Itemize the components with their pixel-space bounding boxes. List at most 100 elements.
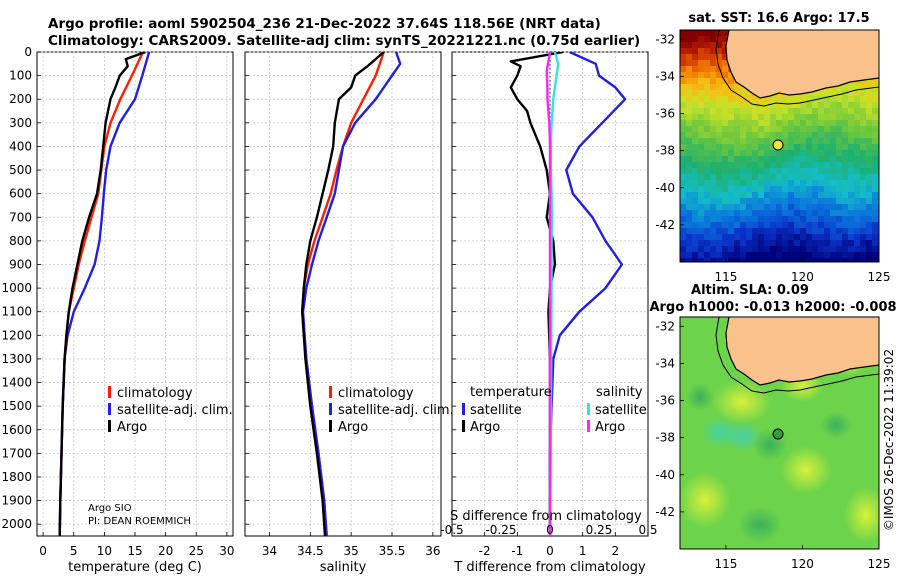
x-tick-label: 15 xyxy=(127,544,142,558)
sst-cell xyxy=(794,126,801,133)
sst-cell xyxy=(758,192,765,199)
sst-cell xyxy=(860,228,867,235)
sst-cell xyxy=(764,96,771,103)
sst-cell xyxy=(776,204,783,211)
sst-cell xyxy=(776,252,783,259)
sst-cell xyxy=(860,90,867,97)
sst-cell xyxy=(680,162,687,169)
sst-cell xyxy=(680,156,687,163)
sst-cell xyxy=(728,96,735,103)
sst-cell xyxy=(776,102,783,109)
sst-cell xyxy=(716,192,723,199)
sst-cell xyxy=(800,108,807,115)
sst-cell xyxy=(752,144,759,151)
sst-cell xyxy=(686,180,693,187)
sst-cell xyxy=(692,90,699,97)
sst-cell xyxy=(806,168,813,175)
diff-series xyxy=(509,52,627,536)
sst-cell xyxy=(854,90,861,97)
sst-cell xyxy=(848,198,855,205)
sst-cell xyxy=(860,192,867,199)
sst-cell xyxy=(704,42,711,49)
sst-cell xyxy=(818,114,825,121)
sst-cell xyxy=(716,90,723,97)
sst-cell xyxy=(782,240,789,247)
sst-cell xyxy=(812,246,819,253)
sst-cell xyxy=(692,168,699,175)
depth-tick-label: 1700 xyxy=(1,446,32,460)
sst-cell xyxy=(806,102,813,109)
sst-cell xyxy=(728,138,735,145)
sst-cell xyxy=(848,210,855,217)
sst-cell xyxy=(686,30,693,37)
sst-cell xyxy=(680,48,687,55)
sst-cell xyxy=(716,156,723,163)
sst-cell xyxy=(866,114,873,121)
sst-cell xyxy=(800,198,807,205)
sst-cell xyxy=(698,96,705,103)
sst-cell xyxy=(812,96,819,103)
map-y-tick-label: -38 xyxy=(655,431,675,445)
sst-cell xyxy=(692,210,699,217)
map-y-tick-label: -32 xyxy=(655,32,675,46)
sla-feature xyxy=(686,383,714,411)
sst-cell xyxy=(830,240,837,247)
sst-cell xyxy=(842,240,849,247)
sst-cell xyxy=(806,162,813,169)
sst-cell xyxy=(680,204,687,211)
series-line-satellite-adj-clim- xyxy=(301,52,402,536)
sst-cell xyxy=(686,132,693,139)
sst-cell xyxy=(722,138,729,145)
sst-cell xyxy=(704,234,711,241)
sst-coastline xyxy=(725,30,879,99)
sst-cell xyxy=(704,132,711,139)
sst-cell xyxy=(710,54,717,61)
sst-cell xyxy=(698,60,705,67)
sla-shelf-contour xyxy=(715,317,879,394)
sst-cell xyxy=(836,240,843,247)
sst-cell xyxy=(872,180,879,187)
sst-cell xyxy=(794,252,801,259)
sst-cell xyxy=(788,180,795,187)
depth-tick-label: 600 xyxy=(9,187,32,201)
series-line-salinity-argo xyxy=(545,52,552,536)
sst-cell xyxy=(752,198,759,205)
sst-cell xyxy=(680,60,687,67)
sst-cell xyxy=(854,174,861,181)
sst-cell xyxy=(740,132,747,139)
sst-cell xyxy=(692,42,699,49)
sst-cell xyxy=(698,126,705,133)
sst-cell xyxy=(794,234,801,241)
map-y-tick-label: -36 xyxy=(655,107,675,121)
sst-cell xyxy=(824,168,831,175)
sst-cell xyxy=(746,144,753,151)
sst-cell xyxy=(836,150,843,157)
sst-cell xyxy=(794,138,801,145)
sst-cell xyxy=(752,126,759,133)
sst-cell xyxy=(698,90,705,97)
sst-cell xyxy=(728,198,735,205)
sst-cell xyxy=(776,96,783,103)
sst-cell xyxy=(698,42,705,49)
sst-cell xyxy=(860,168,867,175)
sst-cell xyxy=(686,222,693,229)
sst-cell xyxy=(698,78,705,85)
sst-cell xyxy=(806,216,813,223)
sst-cell xyxy=(824,120,831,127)
sst-cell xyxy=(722,216,729,223)
sst-cell xyxy=(734,102,741,109)
sst-cell xyxy=(830,90,837,97)
sst-cell xyxy=(680,54,687,61)
sst-cell xyxy=(794,222,801,229)
legend-swatch-t-argo xyxy=(462,420,465,432)
sst-cell xyxy=(728,162,735,169)
sst-cell xyxy=(848,204,855,211)
sst-cell xyxy=(704,138,711,145)
sst-cell xyxy=(800,162,807,169)
sst-cell xyxy=(698,246,705,253)
sst-cell xyxy=(830,234,837,241)
sst-cell xyxy=(680,198,687,205)
sst-cell xyxy=(728,234,735,241)
sst-cell xyxy=(794,150,801,157)
sst-cell xyxy=(704,108,711,115)
